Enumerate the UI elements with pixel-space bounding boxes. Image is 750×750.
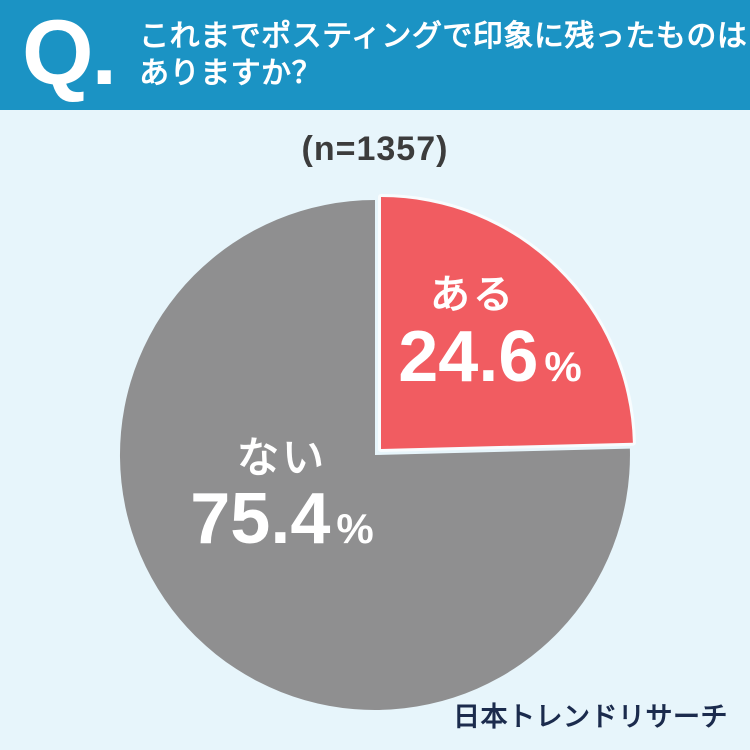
slice-nai-value: 75.4 xyxy=(190,479,330,559)
slice-aru-percent-sign: % xyxy=(544,343,581,390)
slice-nai-label: ない xyxy=(237,434,327,481)
brand-logo: 日本トレンドリサーチ xyxy=(453,702,728,732)
slice-aru-value: 24.6 xyxy=(398,317,538,397)
slice-nai-value-group: 75.4% xyxy=(190,479,374,559)
slice-aru-label: ある xyxy=(430,273,516,317)
question-text: これまでポスティングで印象に残ったものは ありますか？ xyxy=(139,18,747,92)
pie-slice-aru xyxy=(378,194,636,452)
pie-chart: ある 24.6% ない 75.4% xyxy=(119,194,636,710)
question-header: Q. これまでポスティングで印象に残ったものは ありますか？ xyxy=(0,0,750,110)
question-line-1: これまでポスティングで印象に残ったものは xyxy=(139,20,748,53)
sample-size-label: (n=1357) xyxy=(301,130,449,168)
pie-slice-nai xyxy=(119,199,630,710)
slice-nai-percent-sign: % xyxy=(336,505,373,552)
slice-aru-value-group: 24.6% xyxy=(398,317,582,397)
question-line-2: ありますか？ xyxy=(139,57,323,90)
chart-area: (n=1357) ある 24.6% ない 75.4% 日本トレンドリサーチ xyxy=(0,110,750,750)
q-mark: Q. xyxy=(22,2,117,104)
